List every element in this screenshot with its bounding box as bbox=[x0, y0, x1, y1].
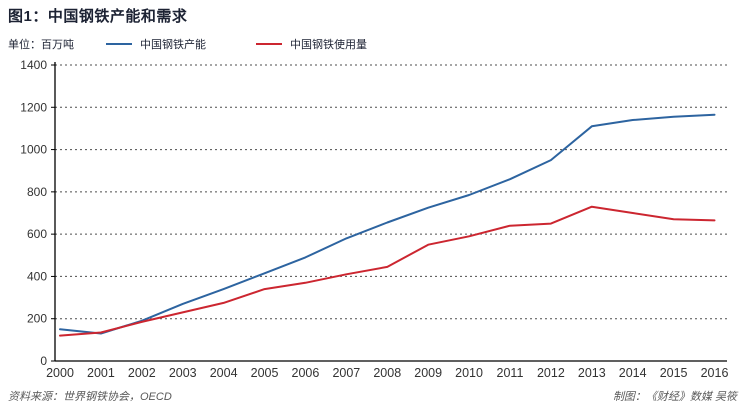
x-tick-label: 2006 bbox=[292, 366, 320, 380]
x-tick-label: 2002 bbox=[128, 366, 156, 380]
x-tick-label: 2000 bbox=[46, 366, 74, 380]
legend-label-capacity: 中国钢铁产能 bbox=[140, 39, 206, 51]
usage-line-swatch bbox=[256, 43, 282, 45]
credit-note: 制图：《财经》数媒 吴筱 bbox=[612, 391, 737, 403]
capacity-line-swatch bbox=[106, 43, 132, 45]
x-tick-label: 2004 bbox=[210, 366, 238, 380]
unit-label: 单位：百万吨 bbox=[8, 39, 74, 51]
y-tick-label: 800 bbox=[27, 185, 47, 199]
x-tick-label: 2012 bbox=[537, 366, 565, 380]
series-line-0 bbox=[59, 113, 716, 335]
line-chart: 0 200 400 600 800 1000 1200 1400 2000 2001 2002 200… bbox=[20, 58, 729, 380]
x-tick-label: 2005 bbox=[251, 366, 279, 380]
x-tick-label: 2008 bbox=[373, 366, 401, 380]
legend-label-usage: 中国钢铁使用量 bbox=[290, 39, 367, 51]
y-tick-label: 1400 bbox=[20, 58, 47, 72]
x-tick-label: 2009 bbox=[414, 366, 442, 380]
y-tick-label: 0 bbox=[40, 354, 47, 368]
x-tick-label: 2016 bbox=[701, 366, 729, 380]
x-tick-label: 2001 bbox=[87, 366, 115, 380]
y-tick-label: 400 bbox=[27, 269, 47, 283]
x-tick-label: 2003 bbox=[169, 366, 197, 380]
legend-item-capacity: 中国钢铁产能 bbox=[106, 36, 206, 52]
y-tick-label: 200 bbox=[27, 312, 47, 326]
x-tick-label: 2010 bbox=[455, 366, 483, 380]
source-note: 资料来源：世界钢铁协会，OECD bbox=[8, 391, 172, 403]
y-tick-label: 600 bbox=[27, 227, 47, 241]
x-tick-label: 2011 bbox=[497, 366, 524, 380]
y-tick-label: 1000 bbox=[20, 143, 47, 157]
series-line-1 bbox=[59, 205, 716, 337]
y-tick-label: 1200 bbox=[20, 100, 47, 114]
x-tick-label: 2007 bbox=[332, 366, 360, 380]
legend-item-usage: 中国钢铁使用量 bbox=[256, 36, 367, 52]
x-tick-label: 2013 bbox=[578, 366, 606, 380]
chart-title: 图1：中国钢铁产能和需求 bbox=[8, 8, 188, 25]
x-tick-label: 2015 bbox=[660, 366, 688, 380]
legend: 单位：百万吨 中国钢铁产能 中国钢铁使用量 bbox=[8, 37, 417, 51]
x-tick-label: 2014 bbox=[619, 366, 647, 380]
